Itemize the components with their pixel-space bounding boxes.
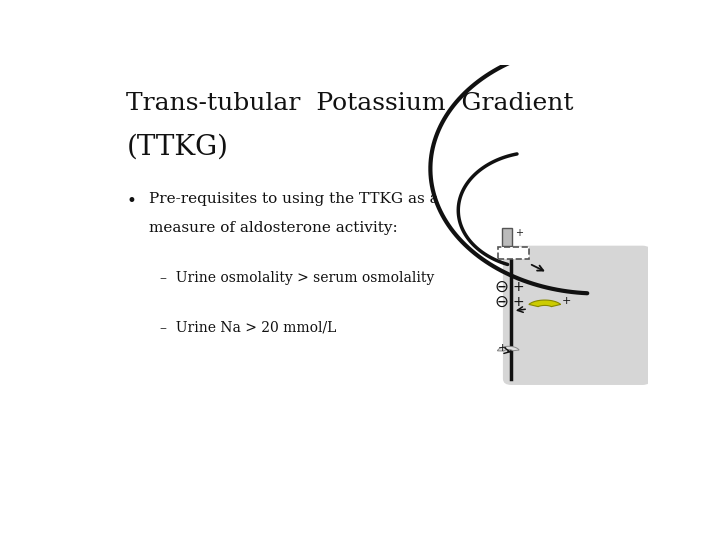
Text: –  Urine osmolality > serum osmolality: – Urine osmolality > serum osmolality [160, 271, 434, 285]
Text: •: • [126, 192, 136, 210]
Text: +: + [513, 295, 524, 309]
Text: –  Urine Na > 20 mmol/L: – Urine Na > 20 mmol/L [160, 321, 336, 334]
FancyBboxPatch shape [503, 246, 651, 385]
Text: Trans-tubular  Potassium  Gradient: Trans-tubular Potassium Gradient [126, 92, 574, 115]
Polygon shape [498, 346, 519, 351]
Text: +: + [513, 280, 524, 294]
FancyBboxPatch shape [502, 228, 512, 246]
Polygon shape [529, 300, 561, 307]
Text: +: + [498, 343, 507, 353]
Text: Pre-requisites to using the TTKG as a: Pre-requisites to using the TTKG as a [148, 192, 438, 206]
Text: +: + [562, 295, 571, 306]
Text: ⊖: ⊖ [495, 278, 508, 296]
Text: ⊖: ⊖ [495, 293, 508, 311]
Text: (TTKG): (TTKG) [126, 133, 228, 160]
Text: +: + [516, 227, 523, 238]
FancyBboxPatch shape [498, 247, 529, 259]
Text: measure of aldosterone activity:: measure of aldosterone activity: [148, 221, 397, 235]
